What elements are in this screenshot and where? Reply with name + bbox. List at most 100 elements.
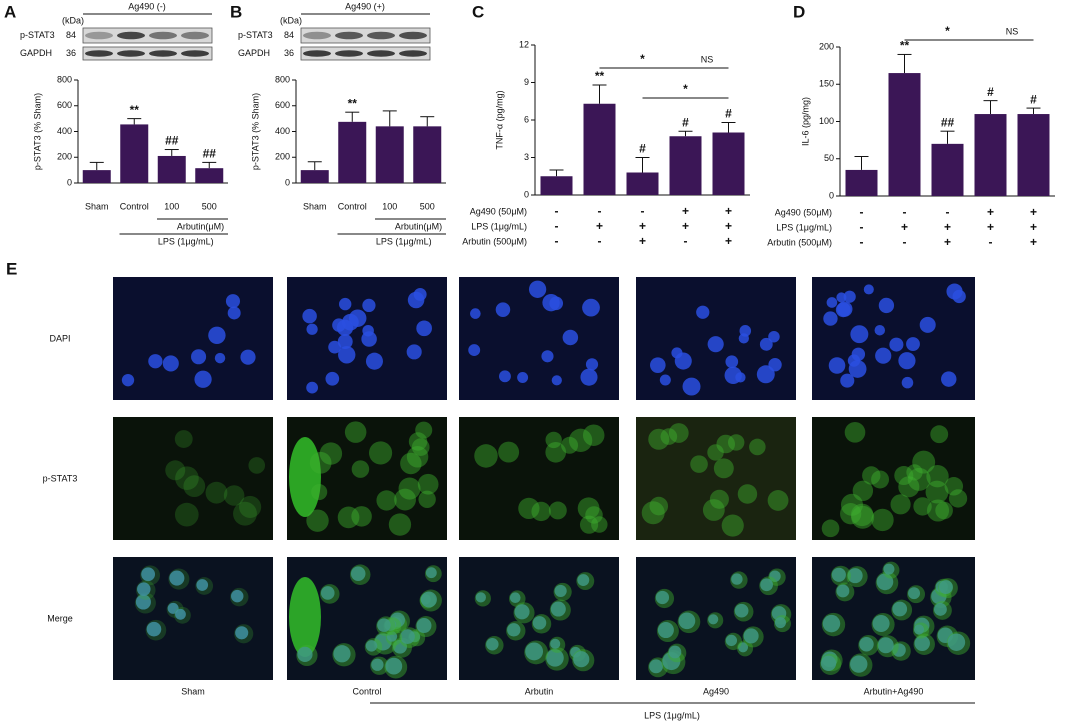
cytoplasm-stain <box>351 506 372 527</box>
blot-band <box>85 50 113 57</box>
x-tick-label: Control <box>120 201 149 211</box>
nucleus <box>400 629 415 644</box>
cytoplasm-stain <box>145 619 167 641</box>
cytoplasm-stain <box>553 582 572 602</box>
nucleus <box>146 621 162 637</box>
blot-band <box>367 31 395 40</box>
nucleus <box>823 311 838 326</box>
y-tick-label: 400 <box>275 126 290 136</box>
nucleus <box>385 657 403 675</box>
nucleus <box>941 371 957 387</box>
nucleus <box>214 352 226 364</box>
cytoplasm-stain <box>296 644 318 667</box>
significance-mark: ** <box>130 103 140 117</box>
cytoplasm-stain <box>875 571 899 595</box>
cytoplasm-stain <box>677 610 701 634</box>
blot-band <box>117 31 145 40</box>
nucleus <box>551 375 562 386</box>
cytoplasm-stain <box>660 428 678 445</box>
cytoplasm-stain <box>768 568 786 586</box>
blot-band <box>149 31 177 40</box>
x-tick-label: Control <box>338 201 367 211</box>
panel-letter: D <box>793 2 805 21</box>
x-tick-label: 500 <box>420 201 435 211</box>
bar <box>669 136 702 195</box>
blot-band <box>399 31 427 40</box>
cytoplasm-stain <box>415 616 437 638</box>
treatment-sign: - <box>555 204 559 218</box>
nucleus <box>339 297 352 311</box>
blot-row-name: GAPDH <box>238 48 270 58</box>
nucleus <box>196 579 209 591</box>
bar <box>375 126 404 183</box>
nucleus <box>952 289 966 304</box>
x-tick-label: 100 <box>382 201 397 211</box>
significance-mark: # <box>1030 92 1037 106</box>
y-tick-label: 200 <box>275 152 290 162</box>
cytoplasm-stain <box>572 649 595 672</box>
y-tick-label: 100 <box>819 116 834 126</box>
cytoplasm-stain <box>311 483 328 501</box>
treatment-sign: + <box>1030 235 1037 249</box>
nucleus <box>325 371 340 386</box>
treatment-sign: - <box>903 205 907 219</box>
nucleus <box>933 602 947 616</box>
nucleus <box>328 340 342 354</box>
cytoplasm-stain <box>394 488 417 511</box>
cytoplasm-stain <box>545 441 567 463</box>
nucleus <box>906 337 920 351</box>
cytoplasm-stain <box>579 515 599 534</box>
nucleus <box>708 614 719 625</box>
nucleus <box>768 330 780 343</box>
nucleus <box>883 563 895 575</box>
treatment-sign: + <box>639 219 646 233</box>
nucleus <box>939 580 953 594</box>
nucleus <box>486 638 499 651</box>
micrograph <box>113 557 273 680</box>
cytoplasm-stain <box>840 503 862 525</box>
cytoplasm-stain <box>894 465 914 486</box>
nucleus <box>874 324 886 336</box>
nucleus <box>725 355 739 369</box>
nucleus <box>657 622 674 639</box>
cytoplasm-stain <box>690 455 708 473</box>
micrograph <box>459 417 619 540</box>
blot-membrane <box>300 27 431 44</box>
cytoplasm-stain <box>415 421 433 439</box>
blot-band <box>117 50 145 57</box>
y-tick-label: 600 <box>275 100 290 110</box>
cytoplasm-stain <box>548 501 567 520</box>
nucleus <box>582 298 600 317</box>
treatment-name: Arbutin (500μM) <box>462 236 527 246</box>
cytoplasm-stain <box>384 655 408 679</box>
blot-header: Ag490 (-) <box>128 1 166 11</box>
nucleus <box>495 302 511 317</box>
y-tick-label: 12 <box>519 39 529 49</box>
bracket-label: * <box>945 24 950 38</box>
nucleus <box>835 302 851 318</box>
column-label: Ag490 <box>703 686 729 696</box>
y-tick-label: 200 <box>57 152 72 162</box>
cytoplasm-stain <box>388 513 412 536</box>
nucleus <box>362 298 376 313</box>
cytoplasm-stain <box>649 496 669 516</box>
cytoplasm-stain <box>549 636 566 653</box>
significance-mark: # <box>682 115 689 129</box>
nucleus <box>877 637 894 654</box>
cytoplasm-stain <box>882 561 900 579</box>
cytoplasm-stain <box>641 501 665 525</box>
nucleus <box>470 308 481 319</box>
treatment-sign: + <box>682 204 689 218</box>
treatment-sign: - <box>641 204 645 218</box>
nucleus <box>227 306 241 320</box>
treatment-sign: + <box>639 234 646 248</box>
nucleus <box>696 305 710 319</box>
nucleus <box>850 325 869 344</box>
cytoplasm-stain <box>351 460 370 478</box>
nucleus <box>743 628 759 644</box>
cytoplasm-stain <box>195 577 214 595</box>
nucleus <box>724 366 742 385</box>
cytoplasm-stain <box>819 653 842 675</box>
nucleus <box>407 291 425 309</box>
